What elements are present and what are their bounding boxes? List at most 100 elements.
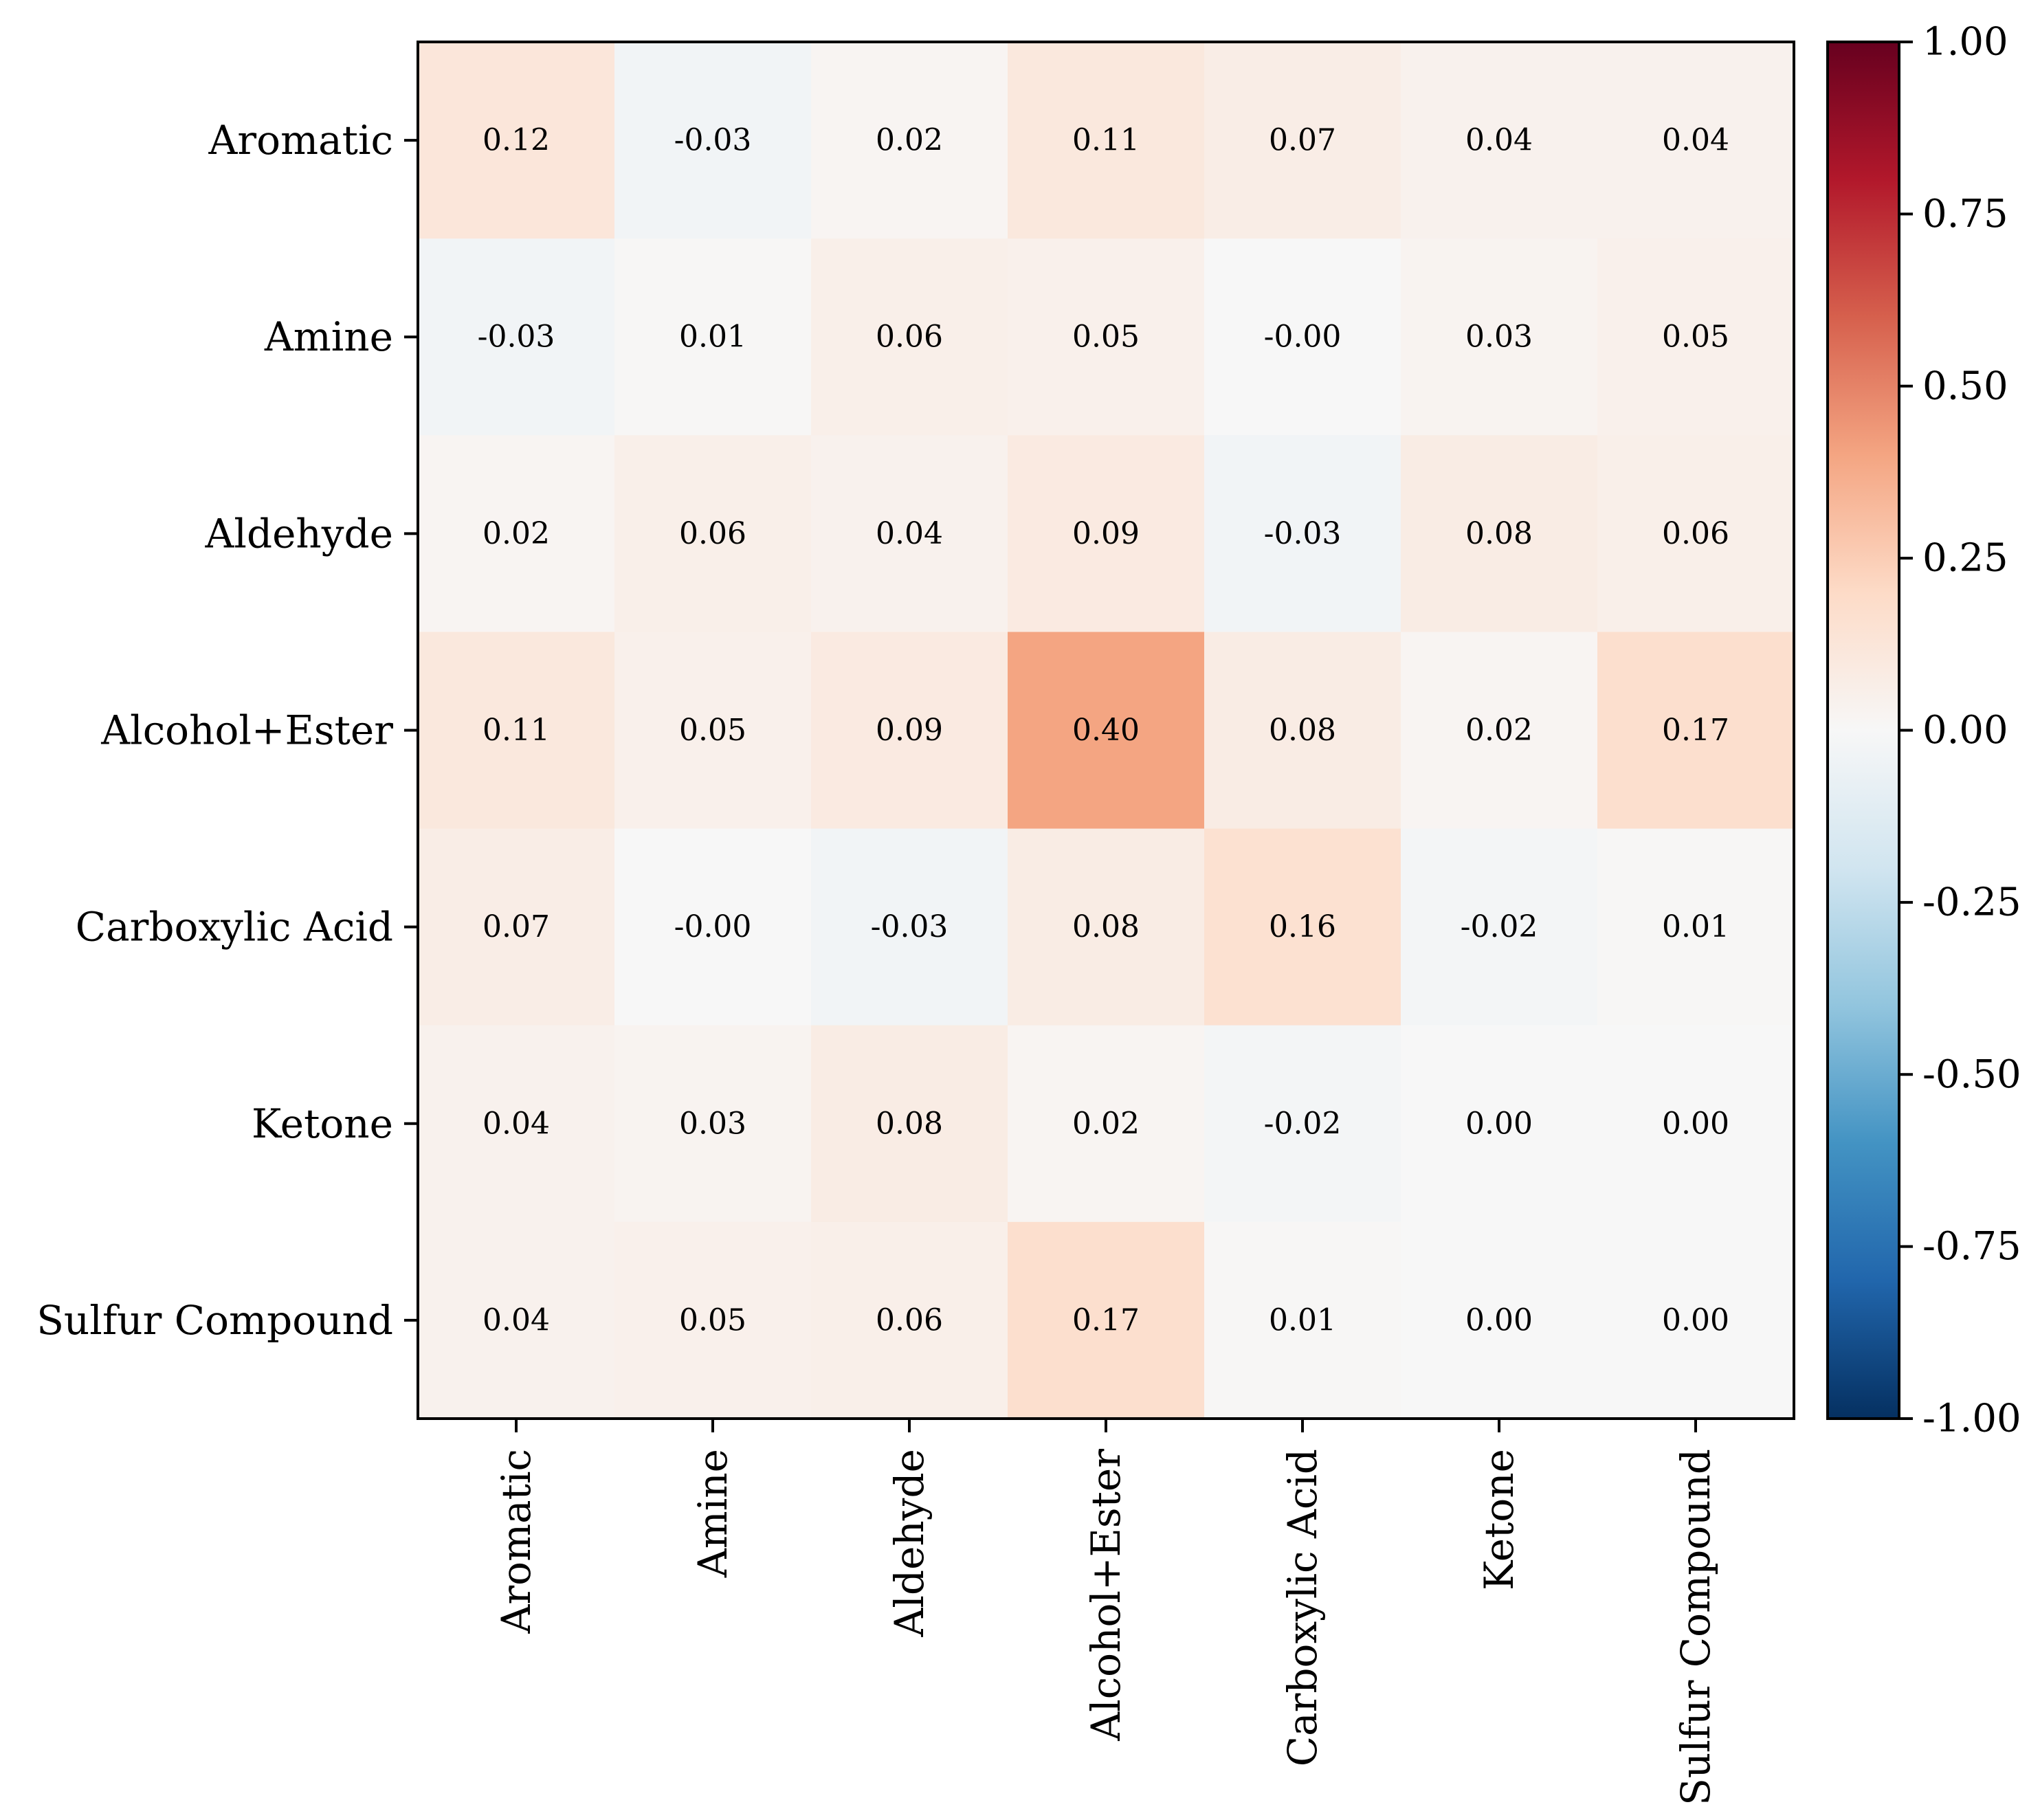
heatmap-cell bbox=[811, 828, 1008, 1026]
heatmap-cell-value: -0.03 bbox=[871, 909, 949, 944]
heatmap-cell bbox=[1597, 238, 1795, 436]
heatmap-cell-value: 0.08 bbox=[1072, 909, 1140, 944]
x-axis-tick-label: Aromatic bbox=[493, 1449, 540, 1634]
heatmap-cell bbox=[1401, 42, 1598, 239]
x-axis-tick-label: Alcohol+Ester bbox=[1083, 1449, 1129, 1742]
colorbar: 1.00 0.75 0.50 0.25 0.00 -0.25 -0.50 -0.75 -1.00 bbox=[1826, 20, 2021, 1441]
heatmap-cell bbox=[811, 1025, 1008, 1223]
heatmap-cell-value: 0.04 bbox=[1662, 123, 1729, 158]
heatmap-cell-value: 0.05 bbox=[679, 1302, 746, 1338]
heatmap-cell-value: -0.02 bbox=[1461, 909, 1538, 944]
heatmap-cell bbox=[1401, 238, 1598, 436]
heatmap-cell bbox=[1401, 1221, 1598, 1419]
colorbar-tick-label: -0.25 bbox=[1922, 880, 2021, 924]
heatmap-cell bbox=[614, 632, 812, 830]
heatmap-cell-value: 0.01 bbox=[1269, 1302, 1336, 1338]
heatmap-cell bbox=[418, 1221, 615, 1419]
colorbar-gradient-bar bbox=[1826, 41, 1900, 1420]
heatmap-cell bbox=[811, 1221, 1008, 1419]
x-axis-tick-label: Sulfur Compound bbox=[1672, 1449, 1719, 1806]
heatmap-cell-value: 0.02 bbox=[1072, 1106, 1140, 1141]
heatmap-cell-value: 0.09 bbox=[876, 713, 943, 748]
heatmap-cell bbox=[418, 828, 615, 1026]
heatmap-cell-value: 0.00 bbox=[1465, 1106, 1533, 1141]
heatmap-cell-value: 0.07 bbox=[1269, 123, 1336, 158]
x-axis-tick-label: Carboxylic Acid bbox=[1279, 1449, 1326, 1766]
colorbar-tick-label: 0.75 bbox=[1922, 192, 2008, 236]
heatmap-cell bbox=[418, 435, 615, 632]
colorbar-tick-label: -0.50 bbox=[1922, 1052, 2021, 1097]
heatmap-cell bbox=[1008, 42, 1205, 239]
heatmap-cell-value: 0.06 bbox=[679, 516, 746, 551]
x-axis-tick-label: Amine bbox=[689, 1449, 736, 1578]
heatmap-cell bbox=[1597, 42, 1795, 239]
heatmap-value-labels: 0.12 -0.03 0.02 0.11 0.07 0.04 0.04 -0.03 0.01 0.… bbox=[478, 123, 1729, 1338]
y-axis-tick-label: Ketone bbox=[252, 1100, 393, 1147]
heatmap-cell bbox=[614, 1025, 812, 1223]
y-axis-tick-label: Alcohol+Ester bbox=[100, 707, 393, 754]
y-axis-tick-label: Sulfur Compound bbox=[36, 1297, 393, 1344]
heatmap-cell-value: 0.03 bbox=[679, 1106, 746, 1141]
heatmap-cell bbox=[1401, 1025, 1598, 1223]
heatmap-cell bbox=[811, 632, 1008, 830]
heatmap-cell bbox=[1597, 828, 1795, 1026]
heatmap-cell-value: 0.12 bbox=[483, 123, 550, 158]
heatmap-cell bbox=[1597, 1025, 1795, 1223]
heatmap-cell-value: 0.01 bbox=[679, 320, 746, 355]
heatmap-cell-value: 0.06 bbox=[876, 1302, 943, 1338]
heatmap-cell-value: 0.08 bbox=[1269, 713, 1336, 748]
heatmap-cell-value: 0.40 bbox=[1072, 713, 1140, 748]
heatmap-cell-value: -0.00 bbox=[674, 909, 752, 944]
y-axis: Aromatic Amine Aldehyde Alcohol+Ester Carbox… bbox=[36, 117, 418, 1344]
heatmap-cell bbox=[1008, 238, 1205, 436]
heatmap-cell bbox=[811, 42, 1008, 239]
x-axis-tick-label: Ketone bbox=[1476, 1449, 1522, 1590]
heatmap-cell-value: 0.02 bbox=[1465, 713, 1533, 748]
heatmap-cells bbox=[418, 42, 1795, 1419]
heatmap-cell-value: 0.02 bbox=[483, 516, 550, 551]
heatmap-cell bbox=[614, 435, 812, 632]
heatmap-cell bbox=[1401, 632, 1598, 830]
heatmap-cell-value: 0.03 bbox=[1465, 320, 1533, 355]
heatmap-cell-value: 0.00 bbox=[1662, 1302, 1729, 1338]
colorbar-tick-label: 0.25 bbox=[1922, 536, 2008, 581]
heatmap-cell bbox=[418, 632, 615, 830]
heatmap-cell-value: 0.09 bbox=[1072, 516, 1140, 551]
heatmap-cell bbox=[1008, 435, 1205, 632]
heatmap-cell-value: 0.01 bbox=[1662, 909, 1729, 944]
y-axis-tick-label: Aromatic bbox=[208, 117, 393, 164]
heatmap-cell-value: 0.00 bbox=[1465, 1302, 1533, 1338]
heatmap-cell-value: 0.00 bbox=[1662, 1106, 1729, 1141]
heatmap-cell-value: -0.03 bbox=[478, 320, 555, 355]
heatmap-cell-value: 0.11 bbox=[483, 713, 550, 748]
heatmap-cell bbox=[614, 42, 812, 239]
heatmap-cell-value: 0.16 bbox=[1269, 909, 1336, 944]
heatmap-cell bbox=[1204, 42, 1401, 239]
heatmap-cell-value: 0.11 bbox=[1072, 123, 1140, 158]
heatmap-cell-value: 0.04 bbox=[1465, 123, 1533, 158]
heatmap-cell bbox=[614, 1221, 812, 1419]
x-axis-tick-label: Aldehyde bbox=[886, 1449, 933, 1637]
heatmap-cell-value: 0.08 bbox=[876, 1106, 943, 1141]
heatmap-cell bbox=[1401, 828, 1598, 1026]
heatmap-cell bbox=[1204, 238, 1401, 436]
heatmap-cell bbox=[418, 42, 615, 239]
colorbar-tick-label: 0.50 bbox=[1922, 364, 2008, 408]
heatmap-cell-value: 0.04 bbox=[876, 516, 943, 551]
heatmap-cell-value: 0.04 bbox=[483, 1106, 550, 1141]
heatmap-cell bbox=[811, 435, 1008, 632]
heatmap-cell bbox=[418, 238, 615, 436]
y-axis-tick-label: Aldehyde bbox=[205, 510, 393, 557]
heatmap-cell-value: 0.05 bbox=[1662, 320, 1729, 355]
colorbar-tick-label: -1.00 bbox=[1922, 1397, 2021, 1441]
heatmap-cell-value: 0.04 bbox=[483, 1302, 550, 1338]
heatmap-cell-value: 0.06 bbox=[1662, 516, 1729, 551]
heatmap-cell bbox=[1204, 435, 1401, 632]
heatmap-cell-value: 0.08 bbox=[1465, 516, 1533, 551]
heatmap-cell bbox=[1008, 1221, 1205, 1419]
heatmap-cell bbox=[614, 828, 812, 1026]
heatmap-cell-value: 0.07 bbox=[483, 909, 550, 944]
heatmap-cell-value: -0.03 bbox=[1264, 516, 1342, 551]
heatmap-cell bbox=[1204, 1025, 1401, 1223]
